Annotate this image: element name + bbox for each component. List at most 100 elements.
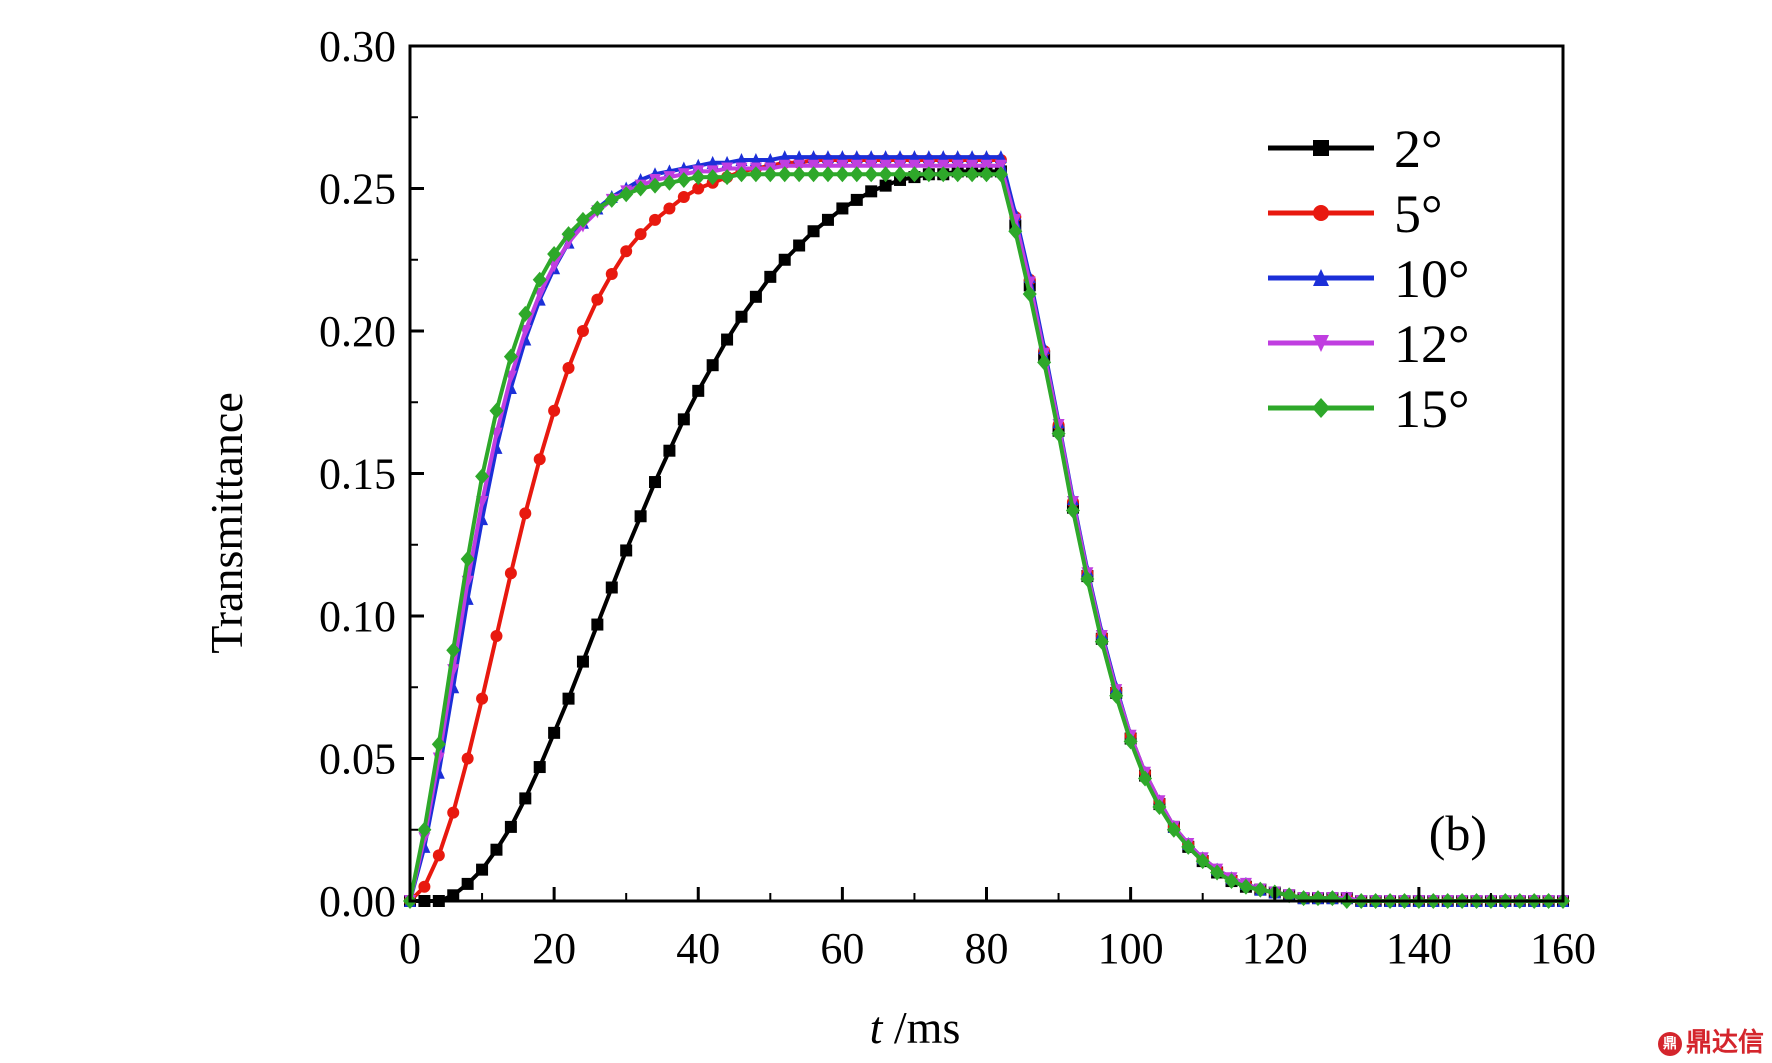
data-point — [922, 159, 935, 173]
data-point — [633, 180, 648, 197]
data-point — [619, 186, 634, 203]
data-point — [576, 325, 589, 337]
data-point — [777, 166, 792, 183]
data-point — [1152, 798, 1167, 815]
data-point — [778, 159, 791, 173]
data-point — [979, 166, 994, 183]
data-point — [734, 166, 749, 183]
data-point — [763, 166, 778, 183]
legend-label: 12° — [1394, 314, 1470, 374]
data-point — [547, 246, 562, 263]
data-point — [691, 169, 706, 186]
data-point — [864, 166, 879, 183]
data-point — [591, 618, 604, 631]
data-point — [836, 159, 849, 173]
data-point — [575, 211, 590, 228]
data-point — [980, 159, 993, 173]
legend: 2°5°10°12°15° — [1268, 119, 1470, 439]
data-point — [447, 806, 460, 819]
watermark-text: 鼎达信 — [1685, 1028, 1764, 1058]
data-point — [836, 202, 849, 215]
data-point — [446, 642, 461, 659]
y-tick-label: 0.10 — [319, 592, 396, 641]
data-point — [721, 333, 734, 346]
data-point — [936, 166, 951, 183]
data-point — [1238, 878, 1253, 895]
legend-label: 10° — [1394, 249, 1470, 309]
series-line — [410, 169, 1563, 903]
data-point — [778, 253, 791, 266]
data-point — [879, 179, 892, 192]
data-point — [590, 200, 605, 217]
y-tick-label: 0.30 — [319, 22, 396, 71]
legend-marker — [1312, 398, 1330, 418]
data-point — [417, 821, 432, 838]
data-point — [519, 792, 532, 805]
data-point — [692, 384, 705, 397]
data-point — [1065, 502, 1080, 519]
data-point — [663, 444, 676, 457]
x-tick-label: 0 — [399, 924, 421, 973]
x-axis-title: t /ms — [870, 1002, 961, 1053]
data-point — [676, 171, 691, 188]
data-point — [518, 305, 533, 322]
data-point — [692, 182, 705, 195]
series-line — [408, 158, 1563, 903]
data-point — [504, 820, 517, 833]
x-tick-label: 160 — [1530, 924, 1596, 973]
data-point — [1080, 570, 1095, 587]
data-point — [1138, 770, 1153, 787]
legend-label: 5° — [1394, 184, 1443, 244]
data-point — [476, 692, 489, 705]
data-point — [821, 159, 834, 173]
data-point — [1123, 733, 1138, 750]
data-point — [937, 159, 950, 173]
data-point — [562, 692, 575, 705]
data-point — [820, 166, 835, 183]
data-point — [806, 166, 821, 183]
data-point — [634, 228, 647, 241]
legend-marker — [1313, 205, 1329, 221]
data-point — [634, 510, 647, 523]
data-point — [532, 271, 547, 288]
y-axis-title: Transmittance — [201, 392, 252, 654]
data-point — [476, 863, 489, 876]
data-point — [835, 166, 850, 183]
data-point — [503, 348, 518, 365]
data-point — [850, 159, 863, 173]
data-point — [504, 567, 517, 580]
data-point — [1008, 223, 1023, 240]
data-point — [735, 310, 748, 323]
data-point — [519, 507, 532, 520]
data-point — [1210, 864, 1225, 881]
data-point — [721, 162, 734, 176]
data-point — [562, 362, 575, 375]
series-line — [408, 155, 1563, 903]
data-point — [447, 889, 460, 902]
data-point — [475, 468, 490, 485]
data-point — [792, 166, 807, 183]
y-tick-label: 0.05 — [319, 735, 396, 784]
legend-marker — [1313, 269, 1329, 286]
data-point — [908, 159, 921, 173]
data-point — [865, 185, 878, 198]
data-point — [561, 226, 576, 243]
data-point — [432, 849, 445, 862]
series-line — [408, 172, 1563, 903]
data-point — [461, 877, 474, 890]
legend-item: 2° — [1268, 119, 1443, 179]
data-point — [490, 843, 503, 856]
legend-label: 15° — [1394, 379, 1470, 439]
data-point — [1037, 354, 1052, 371]
data-point — [807, 159, 820, 173]
x-tick-label: 20 — [532, 924, 576, 973]
data-point — [893, 166, 908, 183]
data-point — [921, 166, 936, 183]
data-point — [993, 166, 1008, 183]
data-point — [1224, 873, 1239, 890]
data-point — [749, 290, 762, 303]
data-point — [994, 159, 1007, 173]
data-point — [604, 191, 619, 208]
legend-marker — [1313, 140, 1329, 156]
data-point — [648, 177, 663, 194]
